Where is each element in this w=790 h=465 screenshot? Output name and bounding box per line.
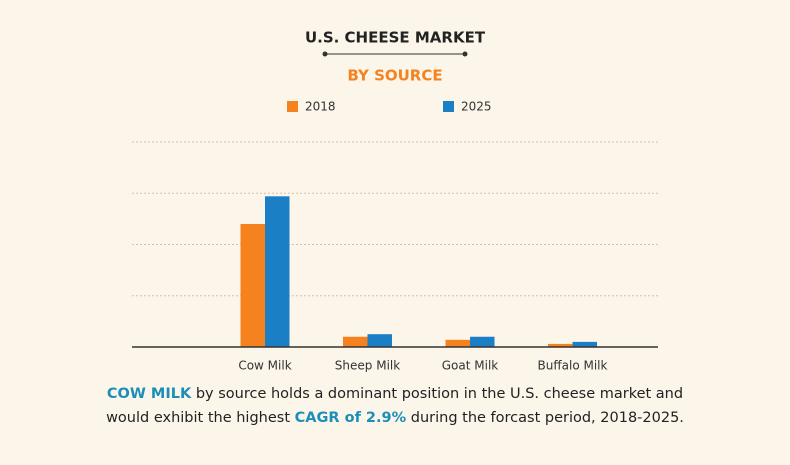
x-tick-label: Cow Milk	[238, 359, 291, 373]
bar	[343, 336, 368, 347]
bar	[445, 339, 470, 347]
bar	[572, 341, 597, 347]
bar	[548, 343, 573, 347]
caption-text: would exhibit the highest	[106, 410, 295, 426]
caption-highlight: CAGR of 2.9%	[294, 410, 407, 426]
caption-highlight: COW MILK	[106, 386, 192, 402]
bar	[470, 336, 495, 347]
chart-title: U.S. CHEESE MARKET	[305, 29, 486, 47]
chart: U.S. CHEESE MARKET BY SOURCE 2018 2025 Cow…	[132, 29, 658, 373]
bar	[367, 334, 392, 347]
caption-line: COW MILK by source holds a dominant posi…	[0, 386, 790, 402]
bar	[265, 196, 290, 347]
chart-subtitle: BY SOURCE	[347, 67, 442, 85]
x-tick-label: Buffalo Milk	[538, 359, 608, 373]
x-tick-label: Sheep Milk	[335, 359, 400, 373]
caption-text: by source holds a dominant position in t…	[191, 386, 684, 402]
x-tick-label: Goat Milk	[442, 359, 499, 373]
legend-label: 2018	[305, 100, 336, 114]
bar	[240, 224, 265, 347]
underline-dot	[322, 51, 328, 57]
legend-swatch	[443, 101, 454, 112]
legend-label: 2025	[461, 100, 492, 114]
caption-line: would exhibit the highest CAGR of 2.9% d…	[0, 410, 790, 426]
legend-swatch	[287, 101, 298, 112]
caption-text: during the forcast period, 2018-2025.	[406, 410, 684, 426]
underline-dot	[462, 51, 468, 57]
